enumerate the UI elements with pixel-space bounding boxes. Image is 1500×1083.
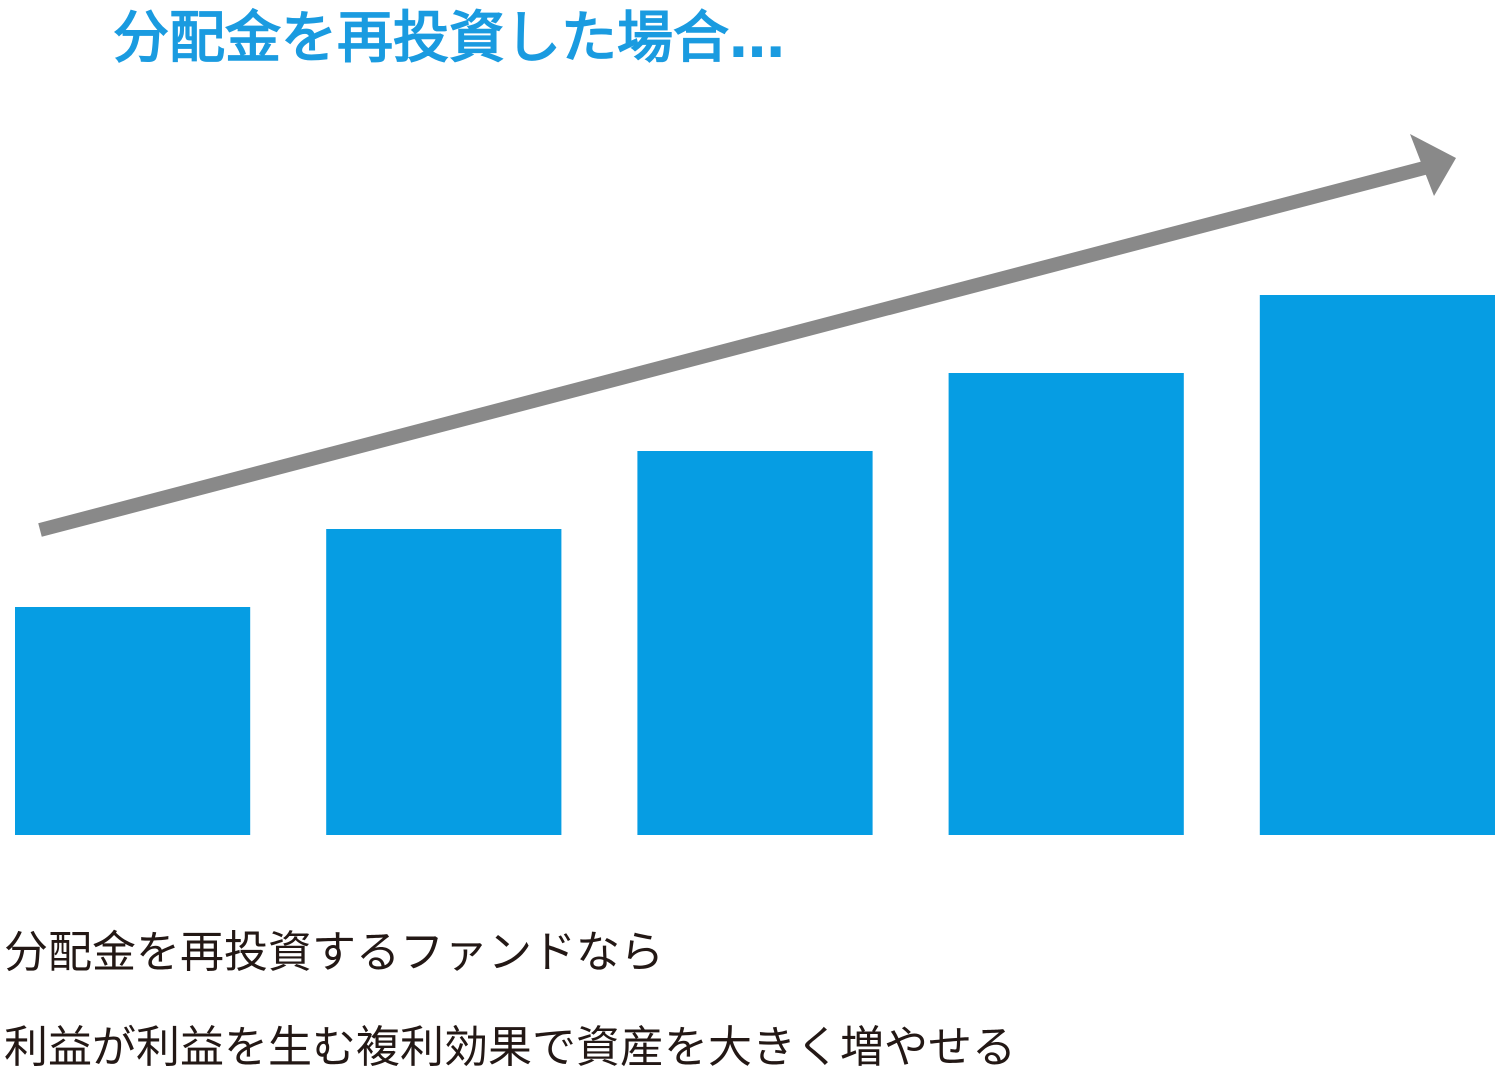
trend-arrow	[38, 134, 1456, 537]
arrow-shaft	[38, 160, 1430, 537]
annotation: 分配金を再投資するファンドなら	[4, 927, 664, 978]
bar	[15, 607, 251, 835]
bar	[948, 373, 1184, 835]
bar	[1259, 295, 1495, 835]
arrow-head	[1410, 134, 1456, 196]
bar	[326, 529, 562, 835]
annotation: 利益が利益を生む複利効果で資産を大きく増やせる	[4, 1022, 1016, 1073]
chart-title: 分配金を再投資した場合…	[113, 6, 785, 71]
bar	[637, 451, 873, 835]
